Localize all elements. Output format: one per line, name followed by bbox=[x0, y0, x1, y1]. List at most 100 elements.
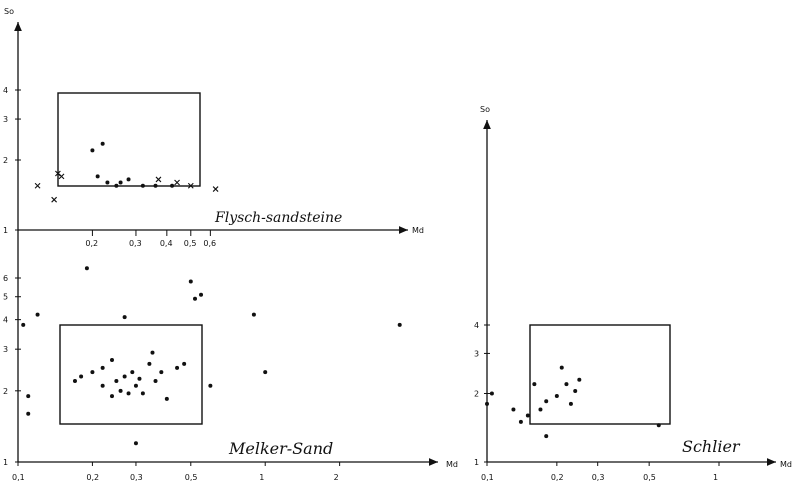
melker-data-point bbox=[164, 396, 169, 401]
melker-data-point bbox=[126, 391, 131, 396]
schlier-data-point bbox=[564, 382, 569, 387]
melker-data-point bbox=[118, 388, 123, 393]
schlier-data-point bbox=[568, 401, 573, 406]
flysch-cross-point bbox=[155, 176, 162, 183]
melker-data-point bbox=[175, 365, 180, 370]
schlier-data-point bbox=[489, 391, 494, 396]
melker-data-point bbox=[137, 376, 142, 381]
melker-data-point bbox=[26, 411, 31, 416]
schlier-data-point bbox=[573, 389, 578, 394]
flysch-data-point bbox=[118, 180, 123, 185]
schlier-data-point bbox=[544, 434, 549, 439]
left-upper-y-tick-label: 2 bbox=[3, 156, 8, 165]
flysch-cross-point bbox=[34, 182, 41, 189]
melker-data-point bbox=[153, 379, 158, 384]
left-x-tick-label: 0,3 bbox=[130, 473, 143, 482]
melker-data-point bbox=[251, 312, 256, 317]
melker-data-point bbox=[109, 358, 114, 363]
melker-data-point bbox=[130, 370, 135, 375]
left-upper-y-tick-label: 4 bbox=[3, 86, 8, 95]
melker-data-point bbox=[133, 441, 138, 446]
melker-data-point bbox=[208, 383, 213, 388]
right-y-tick-label: 1 bbox=[474, 458, 479, 467]
flysch-data-point bbox=[100, 141, 105, 146]
melker-data-point bbox=[263, 370, 268, 375]
melker-data-point bbox=[122, 315, 127, 320]
schlier-data-point bbox=[532, 382, 537, 387]
schlier-annotation: Schlier bbox=[682, 437, 741, 456]
flysch-data-point bbox=[90, 148, 95, 153]
schlier-data-point bbox=[518, 419, 523, 424]
melker-data-point bbox=[100, 383, 105, 388]
melker-data-point bbox=[199, 292, 204, 297]
left-y-axis-label: So bbox=[4, 7, 14, 16]
right-x-tick-label: 0,5 bbox=[643, 473, 656, 482]
melker-data-point bbox=[84, 266, 89, 271]
melker-data-point bbox=[150, 350, 155, 355]
flysch-data-point bbox=[126, 177, 131, 182]
left-lower-y-tick-label: 4 bbox=[3, 316, 8, 325]
upper-axis-tick-label: 0,3 bbox=[129, 239, 142, 248]
flysch-data-point bbox=[105, 180, 110, 185]
left-lower-y-tick-label: 3 bbox=[3, 345, 8, 354]
schlier-data-point bbox=[485, 401, 489, 406]
melker-range-box bbox=[59, 324, 203, 425]
left-x-tick-label: 0,1 bbox=[12, 473, 25, 482]
flysch-cross-point bbox=[58, 173, 65, 180]
melker-data-point bbox=[147, 361, 152, 366]
schlier-data-point bbox=[544, 399, 549, 404]
right-x-tick-label: 0,3 bbox=[592, 473, 605, 482]
melker-data-point bbox=[90, 370, 95, 375]
right-x-tick-label: 1 bbox=[713, 473, 718, 482]
left-lower-y-tick-label: 2 bbox=[3, 387, 8, 396]
left-x-tick-label: 0,2 bbox=[86, 473, 99, 482]
flysch-data-point bbox=[140, 183, 145, 188]
upper-axis-tick-label: 0,6 bbox=[203, 239, 216, 248]
flysch-data-point bbox=[95, 174, 100, 179]
melker-data-point bbox=[72, 379, 77, 384]
upper-axis-tick-label: 0,4 bbox=[160, 239, 173, 248]
flysch-data-point bbox=[170, 183, 175, 188]
melker-data-point bbox=[182, 361, 187, 366]
melker-data-point bbox=[397, 322, 402, 327]
left-x-tick-label: 1 bbox=[259, 473, 264, 482]
right-y-tick-label: 2 bbox=[474, 390, 479, 399]
melker-data-point bbox=[159, 370, 164, 375]
left-lower-y-tick-label: 5 bbox=[3, 293, 8, 302]
melker-annotation: Melker-Sand bbox=[228, 439, 333, 458]
flysch-cross-point bbox=[212, 186, 219, 192]
flysch-range-box bbox=[57, 92, 201, 187]
right-x-tick-label: 0,1 bbox=[481, 473, 494, 482]
melker-data-point bbox=[133, 383, 138, 388]
right-y-axis-label: So bbox=[480, 105, 490, 114]
flysch-cross-point bbox=[51, 196, 58, 203]
upper-axis-tick-label: 0,2 bbox=[85, 239, 98, 248]
melker-data-point bbox=[122, 374, 127, 379]
melker-data-point bbox=[140, 391, 145, 396]
melker-data-point bbox=[100, 365, 105, 370]
schlier-data-point bbox=[511, 407, 516, 412]
melker-data-point bbox=[114, 379, 119, 384]
left-upper-y-tick-label: 1 bbox=[3, 226, 8, 235]
flysch-annotation: Flysch-sandsteine bbox=[214, 210, 342, 226]
schlier-data-point bbox=[554, 394, 559, 399]
right-x-axis-label: Md bbox=[780, 460, 792, 469]
schlier-data-point bbox=[538, 407, 543, 412]
melker-data-point bbox=[21, 322, 26, 327]
flysch-cross-point bbox=[174, 179, 180, 186]
melker-data-point bbox=[188, 279, 193, 284]
left-lower-y-tick-label: 6 bbox=[3, 274, 8, 283]
left-x-tick-label: 0,5 bbox=[185, 473, 198, 482]
right-y-tick-label: 4 bbox=[474, 321, 479, 330]
schlier-data-point bbox=[656, 423, 661, 428]
schlier-data-point bbox=[525, 413, 530, 418]
schlier-data-point bbox=[577, 377, 582, 382]
melker-data-point bbox=[109, 394, 114, 399]
flysch-cross-point bbox=[187, 182, 194, 189]
left-upper-y-tick-label: 3 bbox=[3, 115, 8, 124]
right-x-tick-label: 0,2 bbox=[551, 473, 564, 482]
melker-data-point bbox=[193, 296, 198, 301]
melker-data-point bbox=[35, 312, 40, 317]
flysch-data-point bbox=[153, 183, 158, 188]
